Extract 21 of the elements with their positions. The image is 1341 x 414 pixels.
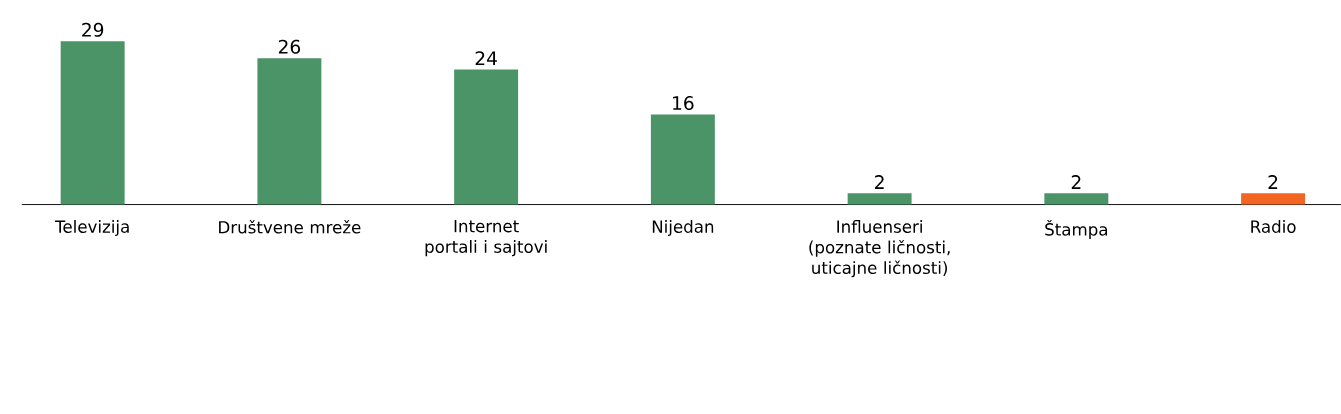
x-tick-label: Društvene mreže bbox=[219, 219, 361, 234]
data-label: 29 bbox=[82, 22, 104, 37]
data-label: 16 bbox=[673, 95, 694, 111]
x-tick-label: Internet portali i sajtovi bbox=[425, 219, 547, 257]
bar bbox=[1241, 193, 1306, 205]
bar bbox=[257, 58, 322, 205]
bar bbox=[650, 114, 715, 205]
bar bbox=[60, 41, 125, 205]
data-label: 26 bbox=[278, 39, 301, 54]
data-label: 2 bbox=[1268, 175, 1278, 189]
x-tick-label: Televizija bbox=[55, 219, 129, 237]
x-tick-label: Štampa bbox=[1045, 219, 1108, 239]
data-label: 2 bbox=[1071, 175, 1081, 189]
bar bbox=[454, 69, 519, 205]
x-tick-label: Radio bbox=[1251, 219, 1296, 233]
data-label: 24 bbox=[475, 51, 497, 65]
x-tick-label: Nijedan bbox=[652, 219, 714, 237]
data-label: 2 bbox=[875, 175, 884, 189]
bar bbox=[847, 193, 912, 205]
bar bbox=[1044, 193, 1109, 205]
x-tick-label: Influenseri (poznate ličnosti, uticajne ličnosti) bbox=[809, 219, 950, 278]
